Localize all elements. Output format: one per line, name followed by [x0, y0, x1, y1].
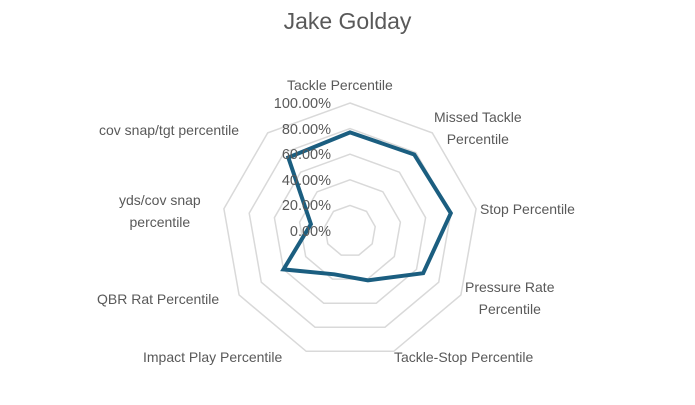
grid-ring — [324, 204, 376, 256]
axis-label-text: cov snap/tgt percentile — [99, 122, 240, 138]
axis-label-impact-play: Impact Play Percentile — [143, 346, 282, 368]
axis-label-pressure-rate: Pressure Rate Percentile — [465, 276, 554, 320]
axis-label-tackle: Tackle Percentile — [287, 74, 393, 96]
axis-label-text: Tackle Percentile — [287, 77, 393, 93]
axis-label-text: Percentile — [446, 131, 509, 147]
grid-ring — [273, 153, 427, 304]
axis-label-cov-snap-tgt: cov snap/tgt percentile — [99, 119, 239, 141]
axis-label-tackle-stop: Tackle-Stop Percentile — [394, 346, 533, 368]
grid-ring — [223, 102, 477, 353]
axis-label-text: yds/cov snap — [119, 192, 201, 208]
axis-label-stop: Stop Percentile — [480, 198, 575, 220]
tick-label-80: 80.00% — [281, 122, 331, 138]
tick-label-40: 40.00% — [281, 173, 331, 189]
chart-title: Jake Golday — [283, 8, 412, 34]
tick-label-100: 100.00% — [273, 96, 331, 112]
axis-label-text: Missed Tackle — [434, 109, 522, 125]
axis-label-text: QBR Rat Percentile — [97, 291, 220, 307]
axis-label-text: Percentile — [478, 301, 541, 317]
axis-label-yds-cov-snap: yds/cov snap percentile — [119, 189, 201, 233]
axis-label-missed-tackle: Missed Tackle Percentile — [434, 106, 522, 150]
series-line — [280, 130, 454, 283]
axis-label-text: Pressure Rate — [465, 279, 555, 295]
axis-label-qbr-rat: QBR Rat Percentile — [97, 288, 219, 310]
axis-label-text: Impact Play Percentile — [143, 349, 283, 365]
axis-label-text: Stop Percentile — [480, 201, 575, 217]
tick-label-20: 20.00% — [281, 198, 331, 214]
tick-label-0: 0.00% — [289, 224, 331, 240]
axis-label-text: percentile — [129, 214, 191, 230]
tick-label-60: 60.00% — [281, 147, 331, 163]
axis-label-text: Tackle-Stop Percentile — [394, 349, 534, 365]
